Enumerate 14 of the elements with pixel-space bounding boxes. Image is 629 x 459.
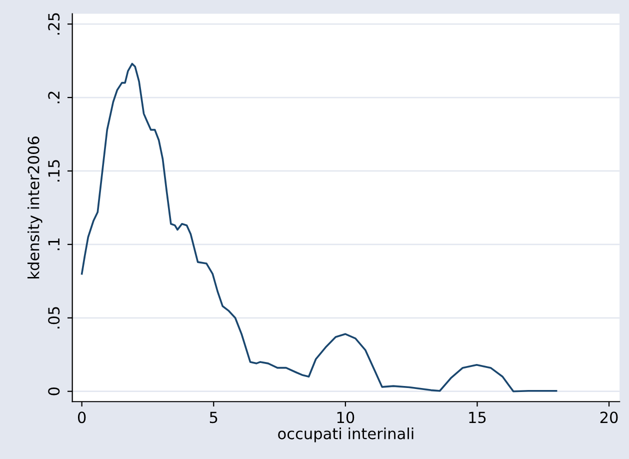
x-tick-label: 5 <box>210 412 218 424</box>
x-tick-label: 20 <box>600 412 618 424</box>
y-axis-title: kdensity inter2006 <box>27 136 42 278</box>
line-series <box>80 62 558 392</box>
y-tick-label: .05 <box>48 307 60 328</box>
x-tick-label: 0 <box>78 412 86 424</box>
y-tick-label: 0 <box>48 387 60 396</box>
x-tick-label: 15 <box>469 412 486 424</box>
x-axis-title: occupati interinali <box>278 428 414 442</box>
x-tick-label: 10 <box>337 412 354 424</box>
y-tick-label: .2 <box>48 92 60 104</box>
y-tick-label: .1 <box>48 238 60 250</box>
y-tick-label: .25 <box>48 13 60 35</box>
y-tick-label: .15 <box>48 160 60 182</box>
